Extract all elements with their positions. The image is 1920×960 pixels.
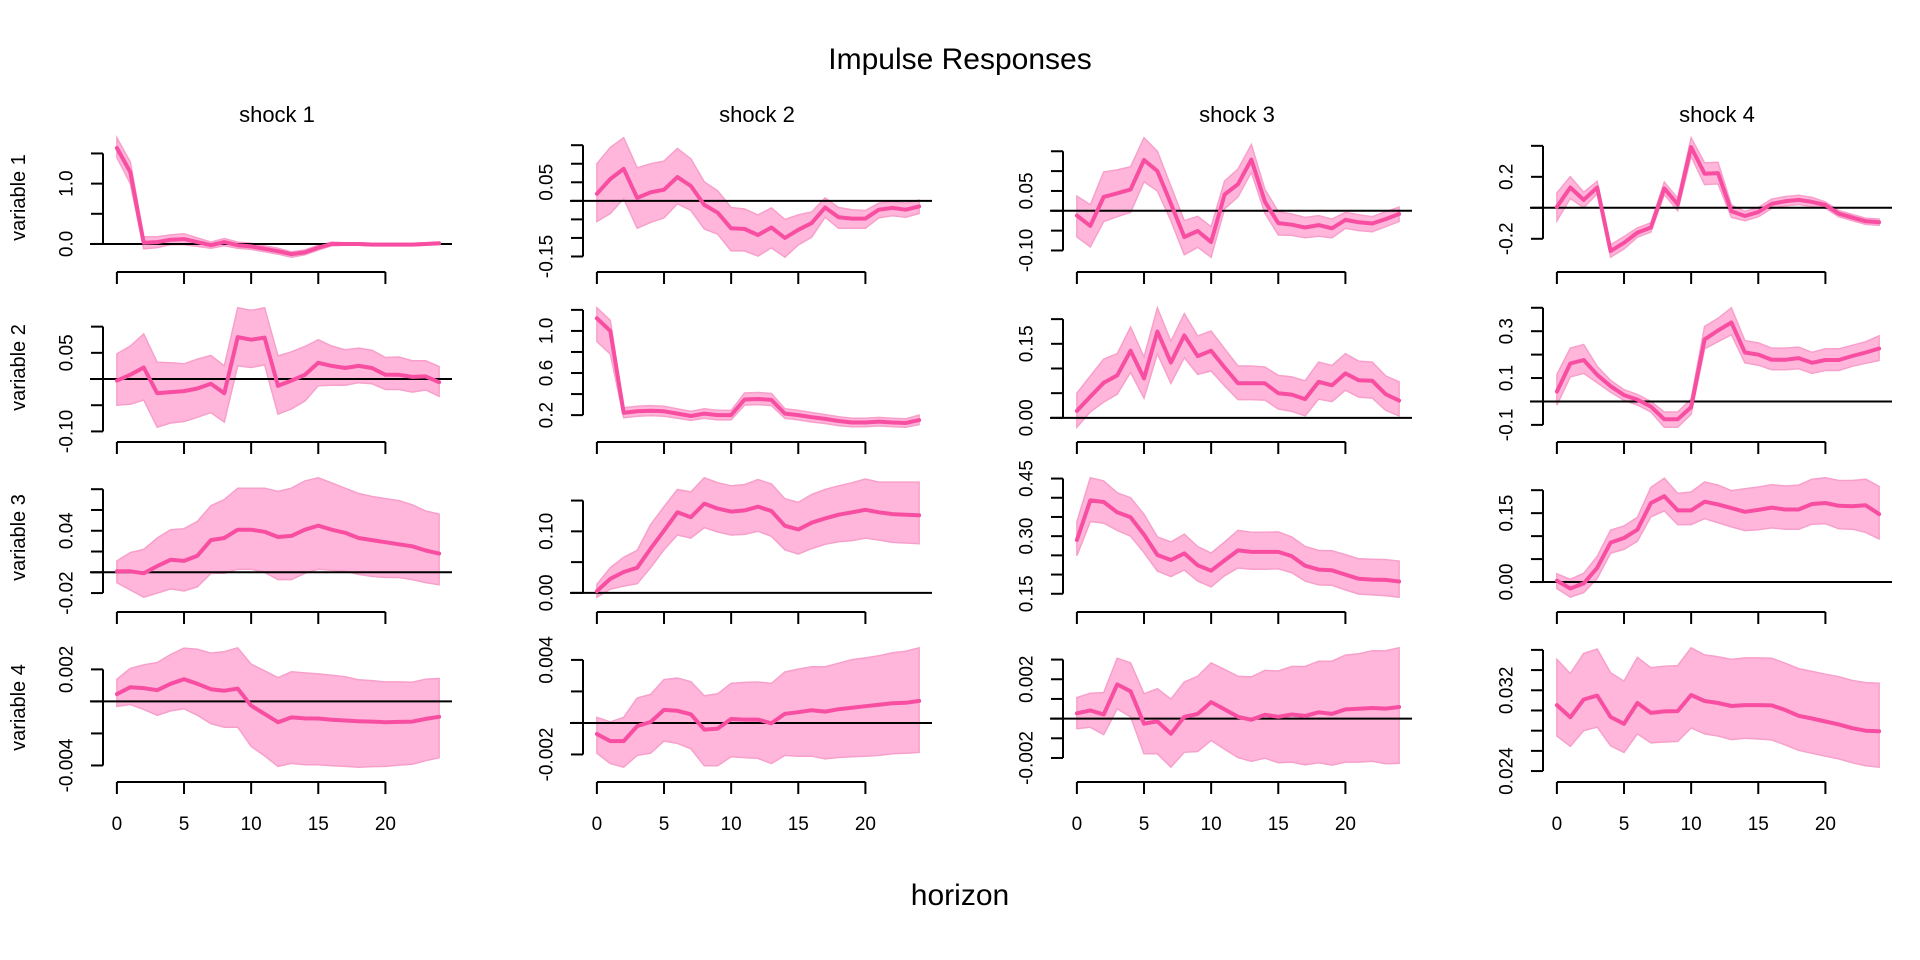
row-label-variable-1: variable 1: [8, 154, 30, 241]
panel-shock-1-variable-4: -0.004 0.002 0 5 10 15 20: [57, 646, 452, 835]
x-tick-label: 15: [308, 814, 329, 835]
panel-shock-2-variable-2: 0.2 0.6 1.0: [537, 306, 922, 454]
y-tick-label: 1.0: [57, 170, 78, 196]
row-label-variable-2: variable 2: [8, 324, 30, 411]
y-tick-label: -0.10: [1017, 229, 1038, 272]
panel-shock-4-variable-2: -0.1 0.1 0.3: [1497, 306, 1892, 454]
y-tick-label: 0.6: [537, 360, 558, 386]
y-tick-label: 0.024: [1497, 747, 1518, 795]
panel-shock-1-variable-3: -0.02 0.04: [57, 477, 452, 624]
confidence-band: [1556, 306, 1880, 428]
y-tick-label: 0.04: [57, 512, 78, 549]
y-tick-label: 0.002: [57, 646, 78, 694]
y-tick-label: 0.00: [1017, 399, 1038, 436]
column-title-shock-1: shock 1: [239, 102, 315, 127]
y-tick-label: 0.05: [57, 334, 78, 371]
y-tick-label: 0.00: [1497, 564, 1518, 601]
x-tick-label: 15: [788, 814, 809, 835]
panel-shock-3-variable-3: 0.15 0.30 0.45: [1017, 460, 1402, 624]
confidence-band: [116, 646, 440, 768]
y-tick-label: 0.10: [537, 513, 558, 550]
confidence-band: [116, 306, 440, 429]
confidence-band: [1076, 646, 1400, 769]
y-tick-label: -0.2: [1497, 222, 1518, 255]
x-tick-label: 0: [1072, 814, 1083, 835]
x-tick-label: 15: [1748, 814, 1769, 835]
x-tick-label: 10: [721, 814, 742, 835]
y-tick-label: -0.10: [57, 410, 78, 453]
y-tick-label: 0.15: [1497, 495, 1518, 532]
panel-shock-1-variable-2: -0.10 0.05: [57, 306, 452, 454]
x-tick-label: 5: [179, 814, 190, 835]
column-title-shock-2: shock 2: [719, 102, 795, 127]
confidence-band: [1556, 135, 1880, 259]
x-tick-label: 5: [1139, 814, 1150, 835]
confidence-band: [596, 646, 920, 769]
panel-shock-3-variable-2: 0.00 0.15: [1017, 305, 1412, 454]
y-tick-label: 0.05: [537, 164, 558, 201]
confidence-band: [1076, 476, 1400, 599]
panel-shock-2-variable-3: 0.00 0.10: [537, 476, 932, 624]
panel-shock-2-variable-4: -0.002 0.004 0 5 10 15 20: [537, 636, 932, 835]
panel-shock-4-variable-3: 0.00 0.15: [1497, 477, 1892, 624]
x-tick-label: 10: [241, 814, 262, 835]
x-axis-label: horizon: [911, 879, 1009, 912]
confidence-band: [596, 136, 920, 259]
confidence-band: [1076, 136, 1400, 259]
x-tick-label: 0: [592, 814, 603, 835]
x-tick-label: 5: [1619, 814, 1630, 835]
y-tick-label: 0.00: [537, 574, 558, 611]
x-tick-label: 10: [1201, 814, 1222, 835]
panel-shock-4-variable-1: -0.2 0.2: [1497, 135, 1892, 284]
y-tick-label: 0.032: [1497, 667, 1518, 715]
confidence-band: [596, 476, 920, 599]
y-tick-label: 0.15: [1017, 575, 1038, 612]
y-tick-label: 0.05: [1017, 172, 1038, 209]
y-tick-label: 0.45: [1017, 460, 1038, 497]
x-tick-label: 5: [659, 814, 670, 835]
panel-grid: shock 1 shock 2 shock 3 shock 4 variable 1 va…: [8, 102, 1892, 835]
column-title-shock-4: shock 4: [1679, 102, 1755, 127]
y-tick-label: -0.002: [537, 728, 558, 782]
y-tick-label: -0.004: [57, 738, 78, 792]
x-tick-label: 20: [375, 814, 396, 835]
panel-shock-1-variable-1: 0.0 1.0: [57, 134, 452, 284]
x-tick-label: 10: [1681, 814, 1702, 835]
x-tick-label: 20: [855, 814, 876, 835]
confidence-band: [1076, 305, 1400, 430]
y-tick-label: 0.3: [1497, 318, 1518, 344]
x-tick-label: 0: [1552, 814, 1563, 835]
x-tick-label: 0: [112, 814, 123, 835]
y-tick-label: 0.2: [1497, 164, 1518, 190]
chart-title: Impulse Responses: [828, 43, 1091, 76]
y-tick-label: -0.1: [1497, 409, 1518, 442]
x-tick-label: 15: [1268, 814, 1289, 835]
y-tick-label: -0.002: [1017, 731, 1038, 785]
y-tick-label: 0.0: [57, 231, 78, 257]
row-label-variable-4: variable 4: [8, 664, 30, 751]
y-tick-label: 0.2: [537, 402, 558, 428]
y-tick-label: 1.0: [537, 318, 558, 344]
panel-shock-4-variable-4: 0.024 0.032 0 5 10 15 20: [1497, 646, 1882, 835]
y-tick-label: -0.15: [537, 235, 558, 278]
y-tick-label: 0.1: [1497, 365, 1518, 391]
panel-shock-3-variable-1: -0.10 0.05: [1017, 136, 1412, 284]
row-label-variable-3: variable 3: [8, 494, 30, 581]
y-tick-label: 0.004: [537, 636, 558, 684]
panel-shock-3-variable-4: -0.002 0.002 0 5 10 15 20: [1017, 646, 1412, 835]
x-tick-label: 20: [1815, 814, 1836, 835]
confidence-band: [596, 306, 920, 428]
y-tick-label: 0.30: [1017, 518, 1038, 555]
x-tick-label: 20: [1335, 814, 1356, 835]
y-tick-label: -0.02: [57, 571, 78, 614]
panel-shock-2-variable-1: -0.15 0.05: [537, 136, 932, 284]
confidence-band: [1556, 646, 1880, 769]
confidence-band: [1556, 477, 1880, 599]
column-title-shock-3: shock 3: [1199, 102, 1275, 127]
y-tick-label: 0.002: [1017, 655, 1038, 703]
y-tick-label: 0.15: [1017, 325, 1038, 362]
